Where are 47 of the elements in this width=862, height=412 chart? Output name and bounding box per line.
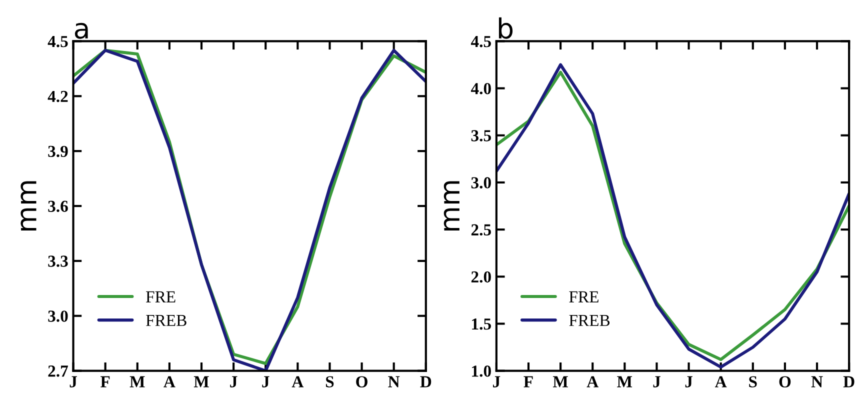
x-tick-label: F bbox=[524, 376, 533, 388]
y-tick-label: 3.0 bbox=[471, 177, 491, 188]
x-tick-label: J bbox=[493, 376, 500, 388]
legend-label: FRE bbox=[569, 291, 598, 302]
x-tick-label: D bbox=[843, 376, 854, 388]
x-tick-label: J bbox=[653, 376, 660, 388]
x-tick-label: A bbox=[586, 376, 599, 388]
chart-title: a bbox=[74, 22, 88, 39]
y-tick-label: 4.2 bbox=[48, 90, 68, 102]
chart-title: b bbox=[498, 17, 513, 39]
y-tick-label: 1.0 bbox=[472, 366, 491, 377]
y-axis-title: mm bbox=[20, 181, 36, 231]
legend-label: FREB bbox=[569, 314, 610, 326]
x-tick-label: D bbox=[420, 376, 432, 388]
y-tick-label: 2.7 bbox=[48, 366, 68, 377]
x-tick-label: F bbox=[100, 376, 110, 388]
y-tick-label: 3.3 bbox=[48, 256, 68, 267]
x-tick-label: J bbox=[70, 376, 77, 388]
x-tick-label: J bbox=[262, 376, 270, 388]
y-tick-label: 2.5 bbox=[471, 224, 491, 236]
x-tick-label: A bbox=[714, 376, 727, 388]
x-tick-label: A bbox=[292, 376, 304, 388]
x-tick-label: M bbox=[552, 376, 568, 388]
x-tick-label: N bbox=[388, 376, 400, 388]
x-tick-label: A bbox=[164, 376, 176, 388]
y-tick-label: 3.9 bbox=[48, 146, 68, 158]
x-tick-label: M bbox=[194, 376, 209, 388]
x-tick-label: M bbox=[617, 376, 632, 388]
y-tick-label: 3.6 bbox=[48, 200, 68, 212]
y-tick-label: 2.0 bbox=[471, 271, 491, 283]
x-tick-label: J bbox=[230, 376, 238, 388]
y-tick-label: 3.0 bbox=[48, 310, 68, 322]
y-tick-label: 4.0 bbox=[470, 82, 491, 94]
y-tick-label: 3.5 bbox=[471, 130, 491, 142]
y-axis-title: mm bbox=[444, 181, 460, 231]
y-tick-label: 1.5 bbox=[472, 318, 491, 330]
x-tick-label: S bbox=[326, 376, 334, 388]
legend-label: FREB bbox=[146, 314, 186, 326]
x-tick-label: S bbox=[749, 376, 757, 388]
y-tick-label: 4.5 bbox=[48, 36, 68, 48]
x-tick-label: N bbox=[811, 376, 823, 388]
x-tick-label: J bbox=[685, 376, 692, 388]
y-tick-label: 4.5 bbox=[470, 36, 491, 48]
legend-label: FRE bbox=[146, 291, 176, 302]
x-tick-label: M bbox=[130, 376, 145, 388]
x-tick-label: O bbox=[779, 376, 791, 388]
x-tick-label: O bbox=[356, 376, 368, 388]
